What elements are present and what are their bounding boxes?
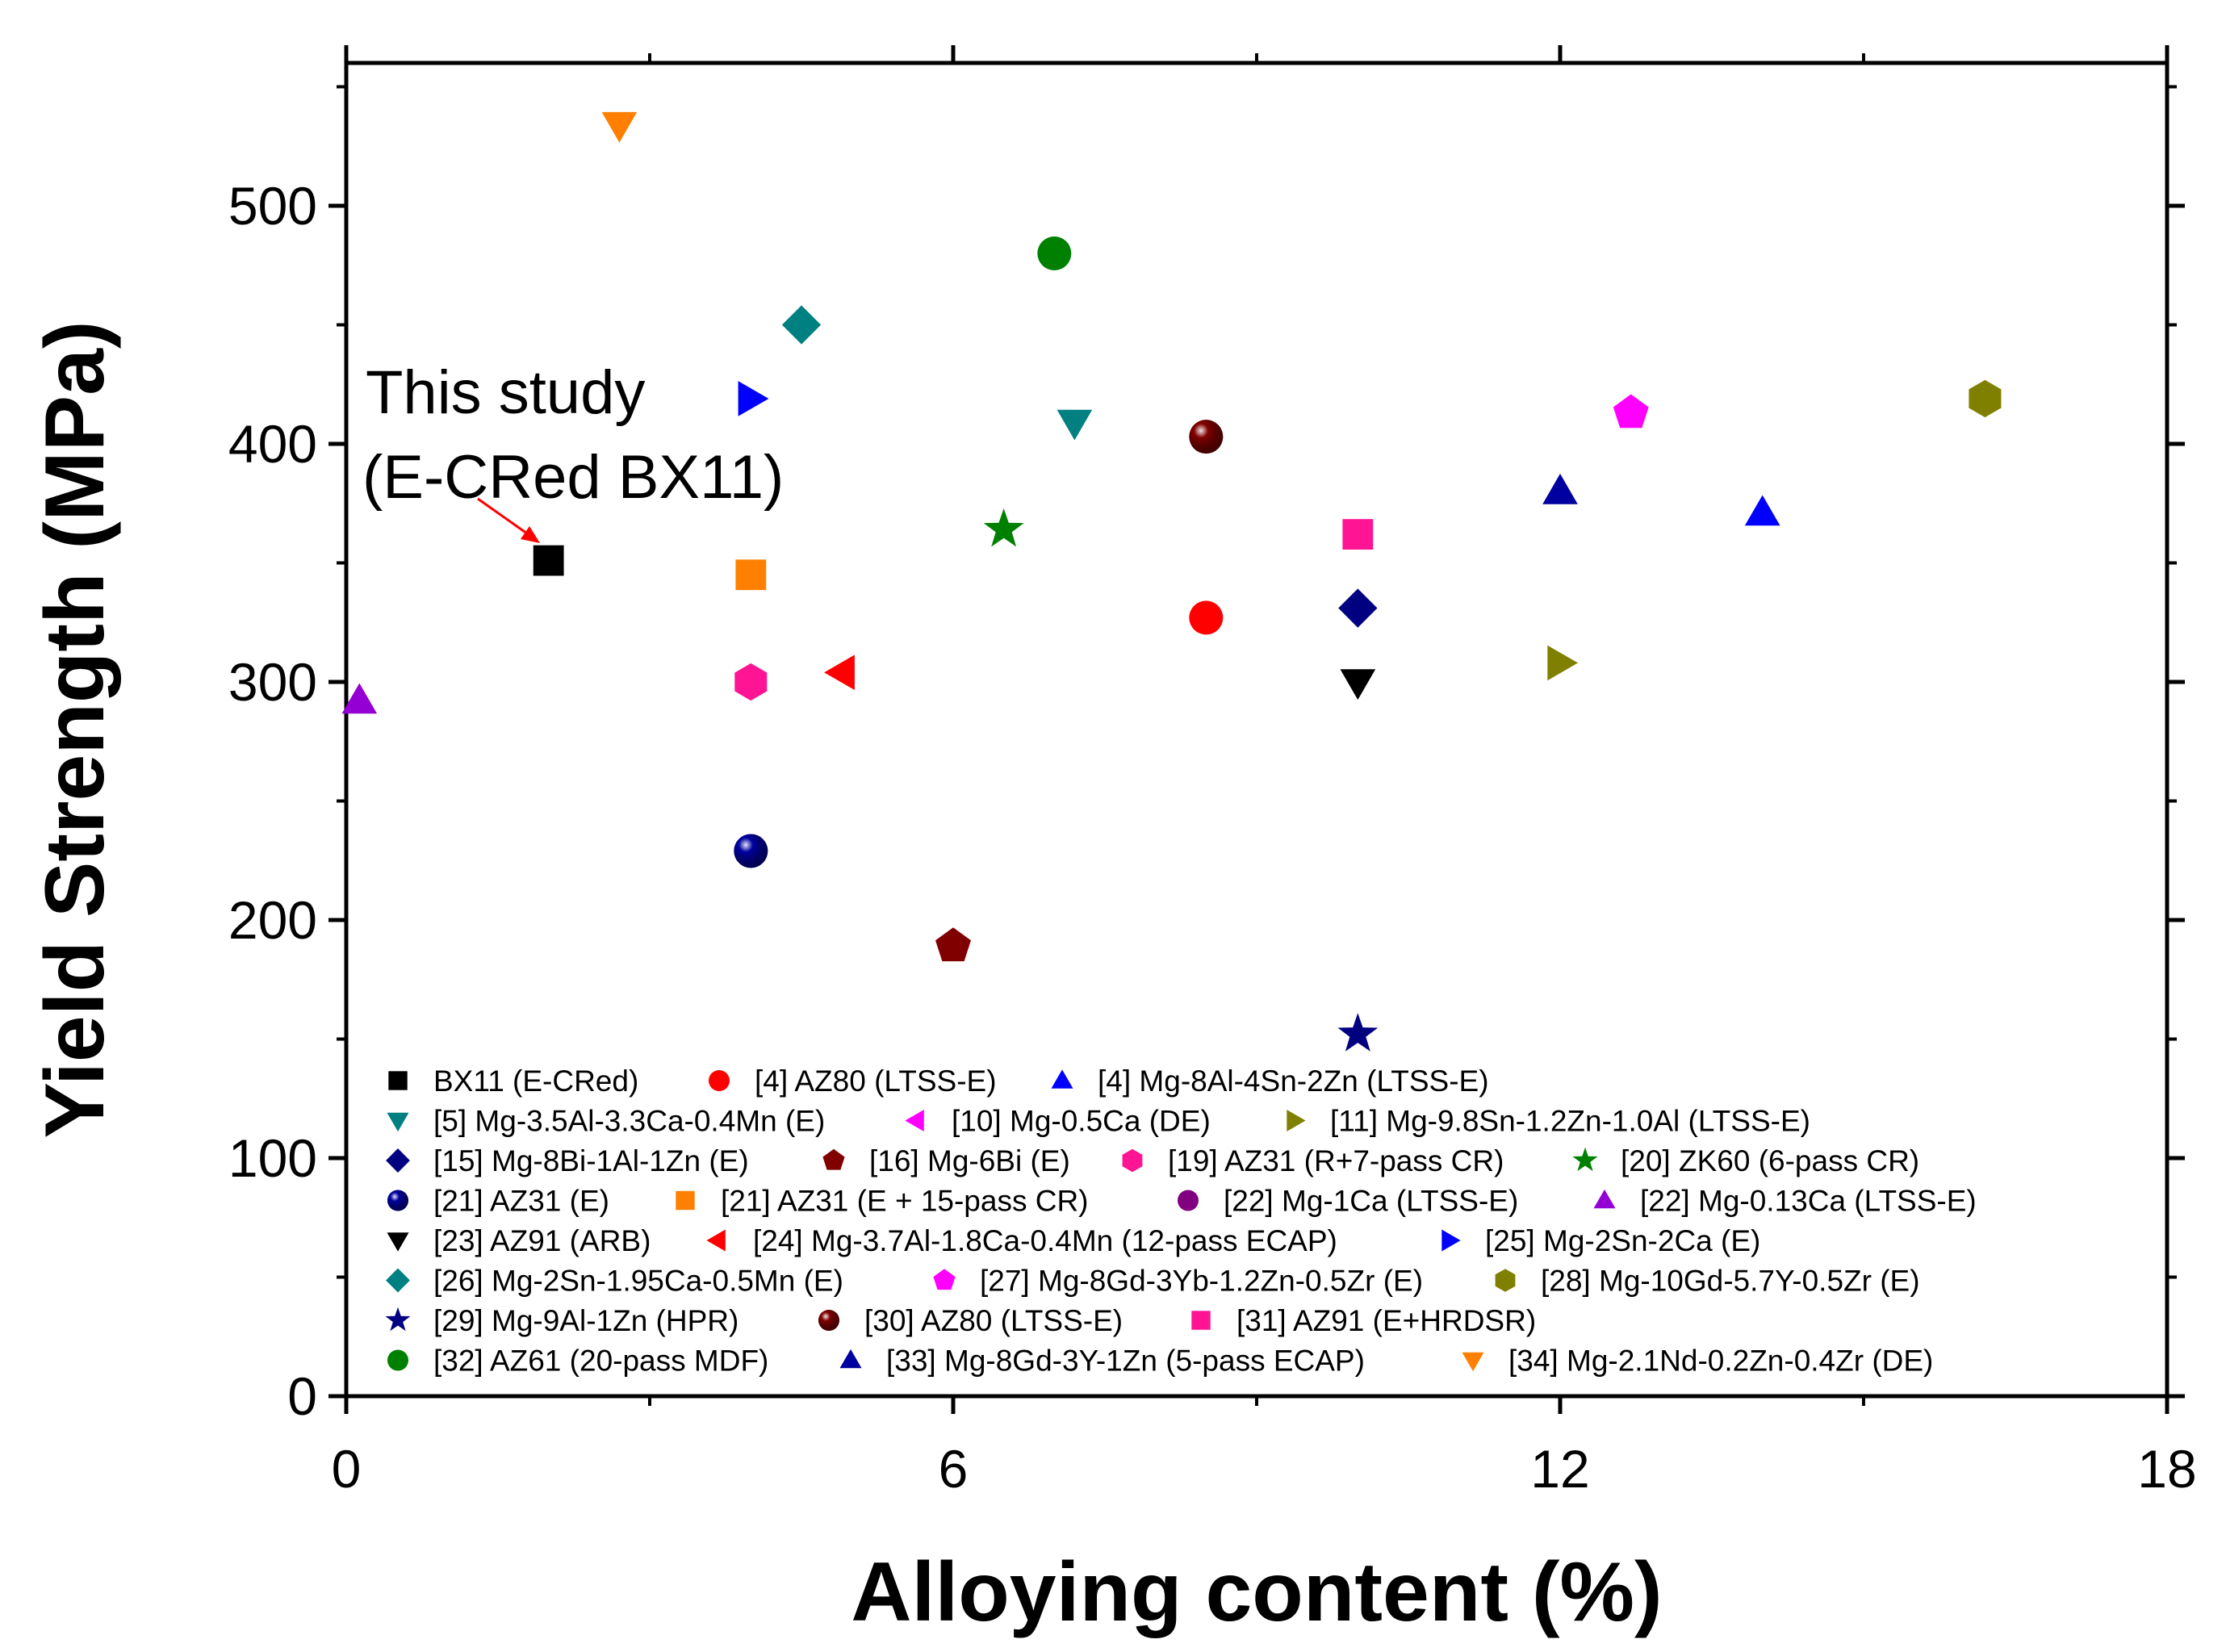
legend-marker-19-az31-r-7-pass-cr: [1122, 1148, 1143, 1173]
legend-label: [27] Mg-8Gd-3Yb-1.2Zn-0.5Zr (E): [980, 1265, 1423, 1298]
legend-label: [31] AZ91 (E+HRDSR): [1236, 1304, 1536, 1337]
point-19-az31-r-7-pass-cr: [734, 663, 768, 701]
x-tick-label: 18: [2137, 1439, 2196, 1499]
legend-marker-21-az31-e: [387, 1190, 408, 1211]
legend-label: [30] AZ80 (LTSS-E): [864, 1304, 1123, 1337]
point-22-mg-0-13ca-ltss-e: [341, 683, 378, 714]
legend-label: [16] Mg-6Bi (E): [869, 1144, 1070, 1177]
point-4-mg-8al-4sn-2zn-ltss-e: [1744, 495, 1780, 526]
legend-marker-11-mg-9-8sn-1-2zn-1-0al-ltss-e: [1287, 1110, 1306, 1131]
annotation-line-1: This study: [366, 358, 645, 427]
legend-marker-28-mg-10gd-5-7y-0-5zr-e: [1495, 1269, 1516, 1292]
legend-marker-26-mg-2sn-1-95ca-0-5mn-e: [386, 1268, 410, 1293]
point-27-mg-8gd-3yb-1-2zn-0-5zr-e: [1613, 394, 1649, 429]
legend-label: BX11 (E-CRed): [433, 1064, 638, 1098]
point-20-zk60-6-pass-cr: [983, 508, 1024, 547]
legend-marker-27-mg-8gd-3yb-1-2zn-0-5zr-e: [933, 1269, 956, 1290]
y-tick-label: 500: [228, 176, 317, 236]
legend-label: [32] AZ61 (20-pass MDF): [433, 1345, 768, 1378]
legend-marker-34-mg-2-1nd-0-2zn-0-4zr-de: [1462, 1352, 1484, 1372]
legend-label: [34] Mg-2.1Nd-0.2Zn-0.4Zr (DE): [1508, 1345, 1933, 1378]
legend-label: [11] Mg-9.8Sn-1.2Zn-1.0Al (LTSS-E): [1330, 1105, 1810, 1138]
legend-marker-5-mg-3-5al-3-3ca-0-4mn-e: [387, 1112, 409, 1132]
point-30-az80-ltss-e: [1189, 420, 1224, 454]
legend: BX11 (E-CRed) [4] AZ80 (LTSS-E) [4] Mg-8Al…: [385, 1064, 1977, 1378]
x-tick-label: 0: [332, 1439, 362, 1499]
point-21-az31-e: [734, 834, 768, 868]
this-study-annotation: This study (E-CRed BX11): [362, 358, 784, 543]
legend-marker-32-az61-20-pass-mdf: [387, 1349, 408, 1371]
legend-label: [28] Mg-10Gd-5.7Y-0.5Zr (E): [1541, 1265, 1920, 1298]
point-bx11-e-cred: [533, 545, 564, 576]
data-points: [341, 111, 2002, 1052]
legend-label: [25] Mg-2Sn-2Ca (E): [1485, 1224, 1760, 1257]
x-tick-label: 12: [1530, 1439, 1589, 1499]
legend-label: [33] Mg-8Gd-3Y-1Zn (5-pass ECAP): [886, 1345, 1365, 1378]
legend-label: [24] Mg-3.7Al-1.8Ca-0.4Mn (12-pass ECAP): [753, 1224, 1337, 1257]
point-31-az91-e-hrdsr: [1342, 519, 1374, 550]
legend-marker-16-mg-6bi-e: [822, 1148, 845, 1170]
point-21-az31-e-15-pass-cr: [735, 559, 767, 591]
legend-marker-22-mg-0-13ca-ltss-e: [1593, 1189, 1616, 1209]
legend-label: [10] Mg-0.5Ca (DE): [952, 1105, 1211, 1138]
point-15-mg-8bi-1al-1zn-e: [1338, 588, 1378, 628]
y-tick-label: 100: [228, 1128, 317, 1188]
legend-label: [20] ZK60 (6-pass CR): [1621, 1144, 1919, 1177]
y-tick-label: 0: [287, 1366, 317, 1426]
legend-label: [23] AZ91 (ARB): [433, 1224, 651, 1257]
legend-marker-21-az31-e-15-pass-cr: [676, 1190, 695, 1211]
annotation-line-2: (E-CRed BX11): [362, 443, 784, 512]
x-axis-title: Alloying content (%): [851, 1545, 1662, 1639]
y-axis-ticks: 0 100 200 300 400 500: [228, 85, 2185, 1426]
legend-label: [22] Mg-1Ca (LTSS-E): [1224, 1185, 1518, 1218]
y-tick-label: 200: [228, 890, 317, 950]
annotation-arrowhead: [521, 526, 540, 543]
legend-label: [21] AZ31 (E): [433, 1185, 609, 1218]
point-4-az80-ltss-e: [1189, 600, 1224, 635]
point-34-mg-2-1nd-0-2zn-0-4zr-de: [601, 111, 638, 143]
legend-label: [29] Mg-9Al-1Zn (HPR): [433, 1304, 739, 1337]
legend-marker-33-mg-8gd-3y-1zn-5-pass-ecap: [839, 1349, 862, 1369]
legend-marker-25-mg-2sn-2ca-e: [1441, 1229, 1461, 1252]
legend-label: [15] Mg-8Bi-1Al-1Zn (E): [433, 1144, 749, 1177]
legend-marker-20-zk60-6-pass-cr: [1572, 1147, 1598, 1172]
legend-marker-31-az91-e-hrdsr: [1191, 1311, 1211, 1330]
legend-label: [21] AZ31 (E + 15-pass CR): [721, 1185, 1089, 1218]
annotation-arrow-line: [477, 497, 533, 539]
point-25-mg-2sn-2ca-e: [738, 381, 769, 416]
point-29-mg-9al-1zn-hpr: [1337, 1013, 1379, 1052]
legend-marker-30-az80-ltss-e: [818, 1310, 839, 1331]
legend-marker-15-mg-8bi-1al-1zn-e: [386, 1148, 410, 1173]
y-axis-title: Yield Strength (MPa): [28, 320, 122, 1138]
legend-marker-24-mg-3-7al-1-8ca-0-4mn-12-pass-ecap: [706, 1229, 726, 1252]
legend-marker-4-mg-8al-4sn-2zn-ltss-e: [1051, 1069, 1073, 1089]
legend-marker-23-az91-arb: [387, 1232, 409, 1252]
point-16-mg-6bi-e: [935, 927, 971, 962]
legend-marker-22-mg-1ca-ltss-e: [1178, 1190, 1199, 1211]
point-23-az91-arb: [1340, 669, 1376, 701]
legend-marker-4-az80-ltss-e: [709, 1070, 730, 1091]
point-28-mg-10gd-5-7y-0-5zr-e: [1969, 379, 2002, 418]
legend-label: [22] Mg-0.13Ca (LTSS-E): [1640, 1185, 1977, 1218]
point-33-mg-8gd-3y-1zn-5-pass-ecap: [1542, 473, 1578, 504]
legend-marker-bx11-e-cred: [388, 1071, 408, 1090]
y-tick-label: 300: [228, 652, 317, 712]
legend-label: [26] Mg-2Sn-1.95Ca-0.5Mn (E): [433, 1265, 843, 1298]
y-tick-label: 400: [228, 414, 317, 474]
x-tick-label: 6: [939, 1439, 969, 1499]
legend-marker-29-mg-9al-1zn-hpr: [385, 1307, 411, 1332]
point-32-az61-20-pass-mdf: [1037, 236, 1072, 270]
legend-label: [4] AZ80 (LTSS-E): [755, 1064, 997, 1098]
point-11-mg-9-8sn-1-2zn-1-0al-ltss-e: [1547, 645, 1578, 681]
point-24-mg-3-7al-1-8ca-0-4mn-12-pass-ecap: [824, 655, 855, 690]
legend-label: [5] Mg-3.5Al-3.3Ca-0.4Mn (E): [433, 1105, 825, 1138]
legend-marker-10-mg-0-5ca-de: [905, 1110, 924, 1131]
x-axis-ticks: 0 6 12 18: [332, 45, 2197, 1499]
point-26-mg-2sn-1-95ca-0-5mn-e: [781, 305, 822, 345]
legend-label: [4] Mg-8Al-4Sn-2Zn (LTSS-E): [1098, 1064, 1489, 1098]
legend-label: [19] AZ31 (R+7-pass CR): [1168, 1144, 1504, 1177]
point-5-mg-3-5al-3-3ca-0-4mn-e: [1057, 409, 1093, 441]
